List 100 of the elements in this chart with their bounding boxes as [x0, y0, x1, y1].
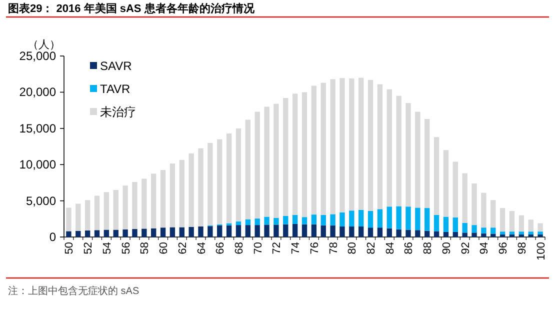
x-tick-label: 60 [158, 242, 170, 254]
y-tick-label: 5,000 [26, 194, 56, 208]
bar [198, 226, 204, 237]
bar [415, 112, 420, 208]
bar [368, 228, 374, 237]
bar [358, 226, 364, 237]
bar [245, 225, 251, 237]
bar [245, 120, 251, 220]
bar [443, 232, 449, 237]
bar [377, 84, 383, 210]
bar [236, 128, 242, 222]
y-tick-label: 25,000 [19, 49, 56, 63]
bar [472, 232, 477, 237]
bar [377, 209, 383, 228]
bar [406, 103, 411, 207]
bar [151, 174, 156, 228]
x-tick-label: 68 [233, 242, 246, 254]
bar [368, 210, 374, 228]
bar [311, 214, 317, 224]
bar [283, 224, 288, 237]
x-tick-label: 92 [460, 242, 472, 254]
bar [66, 231, 72, 237]
bar [226, 225, 232, 237]
bar [217, 139, 222, 224]
bar [179, 227, 184, 237]
y-tick-label: 0 [49, 230, 56, 244]
bar [208, 226, 213, 237]
bar [151, 228, 156, 237]
bar [424, 230, 430, 237]
bar [283, 98, 288, 216]
bar [396, 96, 402, 206]
bar [122, 186, 128, 230]
bar [472, 225, 477, 233]
bar [415, 230, 420, 237]
bar [415, 208, 420, 230]
bar [406, 206, 411, 230]
bar [274, 218, 279, 225]
bar [302, 92, 308, 218]
x-tick-label: 50 [64, 242, 76, 254]
bar [386, 228, 392, 237]
bar [396, 229, 402, 237]
bar [217, 225, 222, 237]
bar [302, 224, 308, 237]
bar [132, 182, 138, 230]
bar [226, 133, 232, 224]
x-tick-label: 80 [346, 242, 359, 254]
bar [424, 208, 430, 231]
bar [349, 78, 354, 211]
bar [396, 206, 402, 230]
x-tick-label: 58 [139, 242, 152, 254]
bar [292, 94, 298, 215]
bar [170, 164, 176, 228]
bar [509, 232, 515, 234]
bar [443, 216, 449, 232]
y-axis-title: （人） [28, 39, 60, 51]
x-tick-label: 98 [516, 242, 528, 254]
bar [452, 232, 458, 237]
legend-label: TAVR [100, 82, 131, 96]
bar [518, 232, 524, 234]
bar [320, 214, 326, 226]
bar [434, 137, 440, 215]
bar [330, 79, 336, 214]
bar [160, 170, 166, 228]
bar [358, 78, 364, 210]
bar [132, 229, 138, 237]
text: 注：上图中包含无症状的 sAS [8, 285, 140, 297]
y-tick-label: 20,000 [19, 85, 56, 100]
bar [528, 220, 534, 232]
bar [490, 200, 496, 228]
bar [104, 230, 110, 237]
bar [208, 142, 213, 226]
bar [142, 228, 147, 237]
x-tick-label: 52 [82, 242, 95, 254]
bar [406, 230, 411, 237]
x-tick-label: 96 [498, 242, 510, 254]
bar [340, 212, 345, 226]
x-tick-label: 90 [440, 242, 453, 254]
bar [452, 217, 458, 232]
bar [84, 230, 90, 237]
bar [500, 232, 506, 234]
bar [481, 233, 486, 237]
bar [472, 183, 477, 226]
bar [386, 89, 392, 207]
bar [509, 210, 515, 232]
bar [434, 214, 440, 232]
x-tick-label: 74 [290, 242, 302, 254]
bar [330, 225, 336, 237]
bar [292, 214, 298, 224]
bar [264, 216, 270, 225]
bar [311, 86, 317, 215]
bar [518, 215, 524, 232]
x-tick-label: 70 [252, 242, 264, 254]
bar [538, 234, 543, 237]
bar [254, 112, 260, 219]
bar [283, 216, 288, 224]
bar [302, 217, 308, 224]
bar [528, 232, 534, 234]
bar [538, 223, 543, 232]
bar [462, 232, 468, 237]
bar [490, 228, 496, 234]
